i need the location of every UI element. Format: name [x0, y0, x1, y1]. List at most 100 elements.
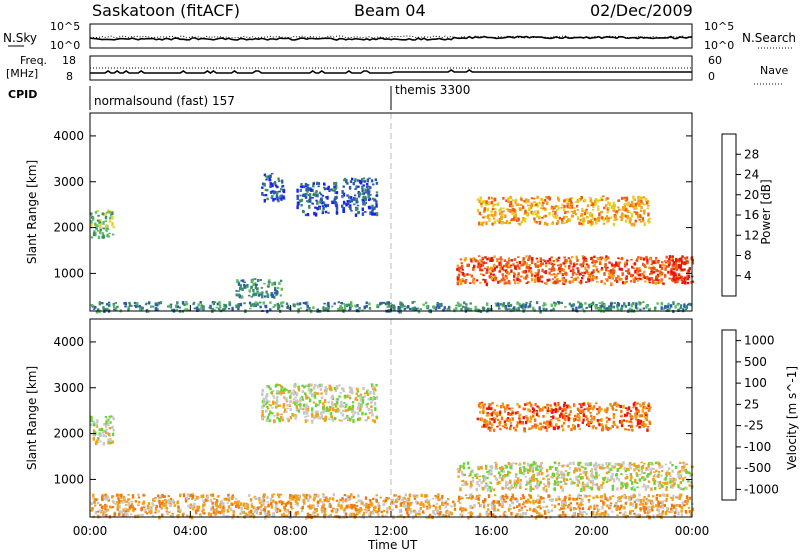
- heatmap-cell: [674, 266, 677, 270]
- heatmap-cell: [346, 182, 349, 185]
- heatmap-cell: [95, 309, 99, 314]
- heatmap-cell: [337, 301, 340, 304]
- heatmap-cell: [505, 277, 509, 280]
- heatmap-cell: [317, 384, 320, 389]
- heatmap-cell: [405, 508, 408, 512]
- heatmap-cell: [272, 512, 276, 517]
- heatmap-cell: [636, 474, 639, 477]
- heatmap-cell: [97, 308, 100, 311]
- heatmap-cell: [471, 278, 475, 282]
- heatmap-cell: [625, 196, 629, 201]
- heatmap-cell: [598, 406, 601, 409]
- heatmap-cell: [403, 305, 406, 308]
- heatmap-cell: [685, 305, 689, 309]
- heatmap-cell: [498, 270, 501, 273]
- heatmap-cell: [583, 511, 586, 514]
- heatmap-cell: [544, 264, 548, 268]
- heatmap-cell: [481, 425, 484, 428]
- heatmap-cell: [564, 470, 568, 472]
- heatmap-cell: [148, 509, 151, 514]
- heatmap-cell: [528, 409, 531, 413]
- heatmap-cell: [491, 501, 494, 506]
- heatmap-cell: [579, 473, 582, 475]
- heatmap-cell: [106, 508, 109, 512]
- heatmap-cell: [303, 495, 307, 498]
- heatmap-cell: [476, 481, 479, 485]
- heatmap-cell: [374, 407, 377, 411]
- heatmap-cell: [532, 306, 535, 311]
- heatmap-cell: [495, 414, 499, 418]
- heatmap-cell: [619, 511, 622, 514]
- heatmap-cell: [608, 471, 611, 474]
- heatmap-cell: [617, 257, 620, 260]
- heatmap-cell: [130, 504, 133, 508]
- heatmap-cell: [125, 501, 129, 503]
- heatmap-cell: [331, 200, 334, 204]
- heatmap-cell: [338, 384, 341, 387]
- heatmap-cell: [678, 477, 681, 480]
- heatmap-cell: [269, 387, 272, 391]
- heatmap-cell: [687, 480, 690, 483]
- heatmap-cell: [601, 301, 604, 305]
- heatmap-cell: [628, 413, 632, 415]
- heatmap-cell: [434, 306, 438, 311]
- heatmap-cell: [577, 479, 580, 483]
- heatmap-cell: [535, 510, 539, 515]
- heatmap-cell: [261, 182, 265, 186]
- heatmap-cell: [556, 196, 560, 200]
- heatmap-cell: [297, 403, 300, 406]
- heatmap-cell: [320, 392, 323, 395]
- heatmap-cell: [562, 512, 565, 517]
- heatmap-cell: [225, 497, 228, 501]
- heatmap-cell: [585, 216, 588, 219]
- heatmap-cell: [587, 486, 591, 489]
- nave-label: Nave: [760, 64, 788, 77]
- heatmap-cell: [531, 469, 535, 473]
- heatmap-cell: [211, 504, 215, 507]
- heatmap-cell: [250, 509, 253, 514]
- heatmap-cell: [481, 486, 484, 490]
- heatmap-cell: [628, 465, 632, 467]
- heatmap-cell: [630, 475, 633, 479]
- heatmap-cell: [520, 275, 523, 278]
- heatmap-cell: [457, 470, 460, 473]
- heatmap-cell: [398, 306, 402, 310]
- heatmap-cell: [617, 497, 620, 501]
- heatmap-cell: [502, 197, 505, 200]
- heatmap-cell: [570, 210, 573, 213]
- heatmap-cell: [373, 401, 377, 406]
- heatmap-cell: [305, 496, 308, 500]
- heatmap-cell: [637, 279, 640, 282]
- heatmap-cell: [650, 271, 653, 274]
- heatmap-cell: [601, 463, 604, 467]
- heatmap-cell: [515, 202, 518, 205]
- heatmap-cell: [517, 222, 520, 225]
- heatmap-cell: [268, 419, 271, 423]
- heatmap-cell: [608, 306, 611, 310]
- heatmap-cell: [111, 440, 114, 444]
- heatmap-cell: [248, 494, 251, 497]
- heatmap-cell: [352, 419, 355, 423]
- heatmap-cell: [678, 277, 682, 279]
- heatmap-cell: [541, 199, 544, 202]
- heatmap-cell: [624, 277, 628, 280]
- heatmap-cell: [679, 461, 682, 464]
- heatmap-cell: [341, 498, 344, 503]
- heatmap-cell: [177, 509, 180, 513]
- heatmap-cell: [468, 273, 472, 276]
- heatmap-cell: [484, 476, 487, 480]
- heatmap-cell: [604, 510, 607, 514]
- heatmap-cell: [606, 499, 609, 502]
- heatmap-cell: [358, 192, 361, 196]
- heatmap-cell: [514, 265, 517, 269]
- heatmap-cell: [587, 478, 591, 482]
- heatmap-cell: [405, 498, 408, 503]
- heatmap-cell: [348, 309, 351, 312]
- heatmap-cell: [250, 504, 254, 508]
- heatmap-cell: [358, 402, 361, 405]
- heatmap-cell: [355, 501, 358, 504]
- heatmap-cell: [478, 494, 481, 497]
- heatmap-cell: [266, 415, 270, 420]
- heatmap-cell: [127, 308, 130, 312]
- heatmap-cell: [279, 415, 283, 419]
